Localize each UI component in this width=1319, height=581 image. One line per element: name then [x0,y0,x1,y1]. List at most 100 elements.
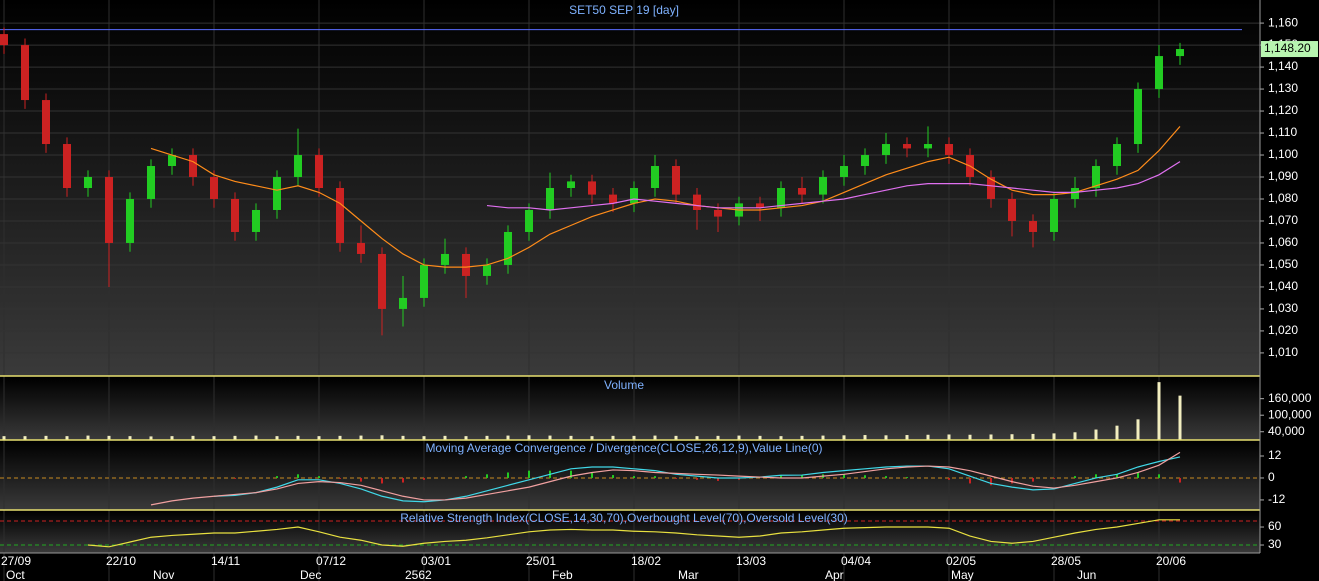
candle-body [1134,89,1142,145]
volume-bar [296,435,300,440]
candle-body [1176,49,1184,57]
volume-bar [884,435,888,440]
volume-bar [863,435,867,440]
candle-body [1050,198,1058,232]
volume-bar [779,436,783,440]
candle-body [336,188,344,243]
x-month-label: May [951,568,974,581]
volume-bar [149,436,153,440]
y-tick-label: 60 [1268,519,1282,533]
volume-bar [170,436,174,440]
panel-background [0,378,1260,440]
volume-bar [338,435,342,440]
volume-bar [758,435,762,440]
candle-body [1092,166,1100,188]
volume-bar [464,436,468,440]
y-tick-label: 40,000 [1268,424,1305,438]
candle-body [945,144,953,156]
volume-bar [275,436,279,440]
y-tick-label: 1,060 [1268,235,1298,249]
volume-bar [737,435,741,440]
y-tick-label: 1,080 [1268,191,1298,205]
y-tick-label: 160,000 [1268,391,1312,405]
candle-body [525,209,533,232]
volume-bar [506,435,510,440]
y-tick-label: 1,160 [1268,15,1298,29]
x-tick-label: 27/09 [1,554,31,568]
volume-bar [443,435,447,440]
volume-bar [716,435,720,440]
y-tick-label: 1,050 [1268,257,1298,271]
volume-bar [611,435,615,440]
volume-bar [1010,434,1014,440]
y-tick-label: 1,120 [1268,103,1298,117]
candle-body [21,45,29,101]
volume-bar [632,435,636,440]
volume-bar [86,435,90,440]
candle-body [42,100,50,145]
volume-bar [233,435,237,440]
candle-body [168,155,176,167]
y-tick-label: 1,110 [1268,125,1297,139]
volume-bar [317,436,321,440]
candle-body [756,203,764,208]
y-tick-label: 1,010 [1268,345,1298,359]
candle-body [882,144,890,156]
volume-bar [401,435,405,440]
last-price-box [1261,41,1318,58]
volume-bar [1094,429,1098,440]
x-tick-label: 07/12 [316,554,346,568]
volume-bar [674,435,678,440]
candle-body [567,181,575,188]
candle-body [357,242,365,254]
candle-body [609,194,617,204]
y-tick-label: 1,100 [1268,147,1298,161]
candle-body [315,155,323,188]
y-tick-label: 100,000 [1268,407,1312,421]
candle-body [252,209,260,232]
x-tick-label: 04/04 [841,554,871,568]
candle-body [1008,198,1016,221]
candle-body [672,166,680,195]
volume-bar [548,435,552,440]
volume-bar [359,435,363,440]
volume-bar [947,434,951,440]
candle-body [420,264,428,298]
indicator-line [150,126,1181,268]
candle-body [0,34,8,46]
x-month-label: Apr [825,568,844,581]
y-tick-label: 1,040 [1268,279,1298,293]
volume-bar [926,434,930,440]
volume-bar [800,435,804,440]
candle-body [861,155,869,167]
x-tick-label: 28/05 [1051,554,1081,568]
candle-body [693,194,701,210]
y-tick-label: 1,130 [1268,81,1298,95]
candle-body [987,177,995,199]
volume-bar [527,435,531,440]
candle-body [588,181,596,195]
candle-body [504,231,512,265]
candle-body [273,177,281,210]
y-tick-label: -12 [1268,492,1286,506]
candle-body [714,209,722,217]
last-price-label: 1,148.20 [1264,41,1311,55]
x-month-label: Oct [6,568,25,581]
candle-body [63,144,71,188]
candle-body [126,198,134,243]
candle-body [210,177,218,199]
candle-body [630,188,638,204]
candle-body [924,144,932,149]
panel-background [0,511,1260,553]
volume-bar [44,435,48,440]
volume-bar [968,434,972,440]
volume-bar [1157,382,1161,440]
volume-bar [422,436,426,440]
volume-bar [212,436,216,440]
volume-bar [695,436,699,440]
volume-bar [989,434,993,440]
y-tick-label: 1,140 [1268,59,1298,73]
candle-body [231,198,239,232]
volume-bar [107,435,111,440]
